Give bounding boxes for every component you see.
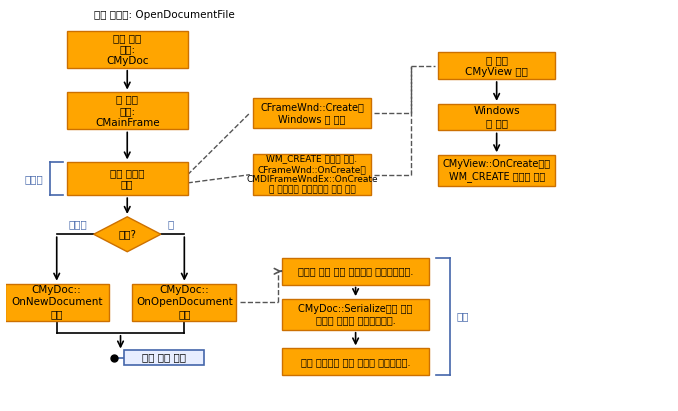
FancyBboxPatch shape (67, 92, 188, 129)
Text: CMyDoc::
OnOpenDocument
호출: CMyDoc:: OnOpenDocument 호출 (136, 286, 233, 319)
Text: 아니요: 아니요 (68, 219, 87, 229)
Text: CMyDoc::
OnNewDocument
호출: CMyDoc:: OnNewDocument 호출 (11, 286, 102, 319)
Text: 문서: 문서 (456, 312, 469, 321)
Text: Windows
장 생성: Windows 장 생성 (473, 106, 520, 128)
Text: 문서 프레임
생성: 문서 프레임 생성 (110, 168, 144, 189)
Text: CFrameWnd::Create로
Windows 장 생성: CFrameWnd::Create로 Windows 장 생성 (260, 102, 364, 124)
Text: CMyDoc::Serialize에서 문서
파일을 읽도록 호출했습니다.: CMyDoc::Serialize에서 문서 파일을 읽도록 호출했습니다. (298, 304, 413, 325)
FancyBboxPatch shape (438, 52, 555, 79)
FancyBboxPatch shape (282, 349, 429, 375)
FancyBboxPatch shape (132, 284, 237, 321)
Text: 보관 저장소를 닫고 파일을 닫았습니다.: 보관 저장소를 닫고 파일을 닫았습니다. (301, 357, 410, 367)
FancyBboxPatch shape (282, 299, 429, 330)
Text: 예: 예 (167, 219, 174, 229)
FancyBboxPatch shape (438, 155, 555, 186)
Polygon shape (94, 217, 161, 252)
FancyBboxPatch shape (253, 154, 371, 195)
FancyBboxPatch shape (124, 350, 205, 365)
Text: 문서 템플릿: OpenDocumentFile: 문서 템플릿: OpenDocumentFile (94, 10, 235, 20)
Text: 장 개체
생성:
CMainFrame: 장 개체 생성: CMainFrame (95, 95, 159, 127)
Text: 문서 사용 준비: 문서 사용 준비 (142, 353, 186, 363)
Text: 문서 개체
생성:
CMyDoc: 문서 개체 생성: CMyDoc (106, 33, 148, 66)
Text: WM_CREATE 메시지 처리.
CFrameWnd::OnCreate는
CMDIFrameWndEx::OnCreate
를 호출하여 클라이언트 영역 : WM_CREATE 메시지 처리. CFrameWnd::OnCreate는 C… (246, 155, 378, 195)
Text: 빰 개체
CMyView 생성: 빰 개체 CMyView 생성 (465, 55, 528, 76)
FancyBboxPatch shape (5, 284, 108, 321)
Text: 파일을 열고 보관 저장소를 만들었습니다.: 파일을 열고 보관 저장소를 만들었습니다. (298, 266, 414, 276)
FancyBboxPatch shape (67, 31, 188, 68)
FancyBboxPatch shape (438, 104, 555, 131)
Text: CMyView::OnCreate에서
WM_CREATE 메시지 처리: CMyView::OnCreate에서 WM_CREATE 메시지 처리 (443, 159, 551, 182)
Text: 열림?: 열림? (118, 229, 136, 239)
FancyBboxPatch shape (67, 162, 188, 195)
Text: 프레임: 프레임 (24, 174, 43, 184)
FancyBboxPatch shape (282, 258, 429, 284)
FancyBboxPatch shape (253, 98, 371, 128)
